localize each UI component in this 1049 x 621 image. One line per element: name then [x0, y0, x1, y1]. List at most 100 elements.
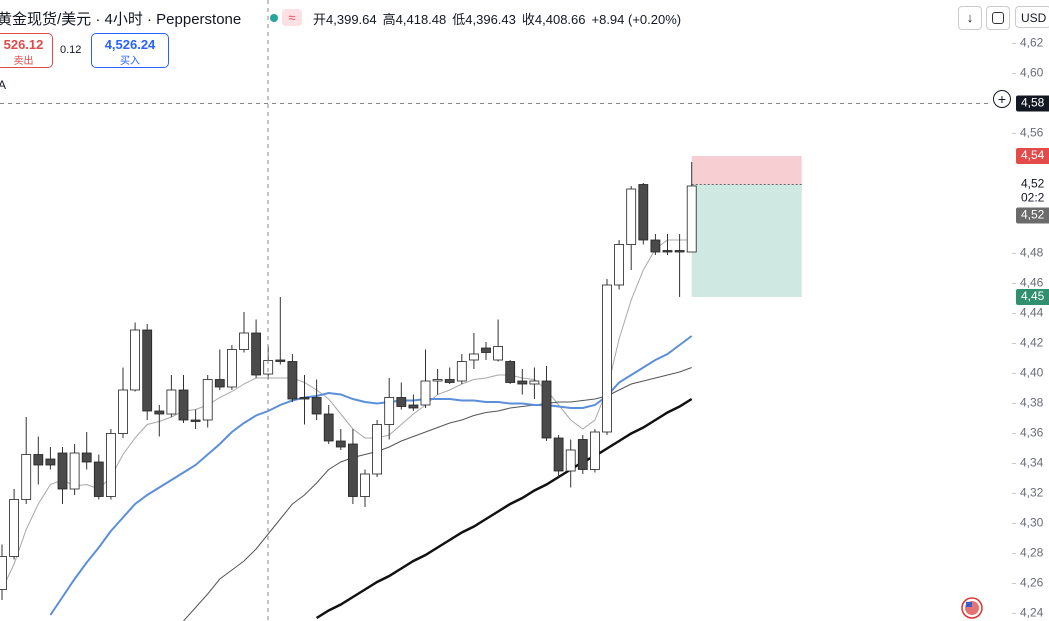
candle-body	[93, 461, 104, 497]
candle-body	[577, 439, 588, 470]
y-tick-label: 4,56	[1020, 126, 1044, 140]
y-tick-label: 4,36	[1020, 426, 1044, 440]
sell-price: 526.12	[3, 37, 44, 52]
candle-body	[226, 349, 237, 388]
buy-price: 4,526.24	[104, 37, 156, 52]
y-tick-label: 4,34	[1020, 456, 1044, 470]
candle-body	[481, 347, 491, 353]
candle-body	[614, 244, 624, 286]
price-label-bg	[1016, 95, 1049, 112]
buy-label: 买入	[120, 56, 140, 67]
candle-body	[323, 413, 334, 442]
candle-body	[505, 361, 516, 383]
candle-body	[432, 379, 443, 382]
candle-body	[275, 359, 286, 362]
candle-body	[396, 397, 407, 407]
moving-average	[183, 367, 692, 621]
candle-body	[493, 346, 504, 361]
candle-body	[202, 379, 213, 421]
price-label: 4,54	[1021, 148, 1045, 162]
candle-body	[468, 353, 479, 361]
candle-body	[444, 379, 455, 383]
candle-body	[347, 443, 358, 497]
candle-body	[142, 329, 153, 412]
candle-body	[118, 389, 128, 434]
candle-body	[154, 410, 165, 415]
ohlc-value: 4,408.66	[534, 12, 586, 27]
candle-body	[166, 389, 177, 415]
crosshair-add-button[interactable]: +	[993, 90, 1011, 108]
candle-body	[311, 397, 322, 415]
candle-body	[553, 437, 564, 472]
candle-body	[69, 452, 80, 490]
candle-body	[384, 397, 395, 425]
ohlc-key: 低	[452, 12, 466, 27]
ohlc-key: 开	[313, 12, 327, 27]
moving-average	[49, 335, 693, 616]
candle-body	[650, 239, 661, 253]
candle-body	[57, 452, 68, 490]
candle-body	[674, 250, 685, 253]
candle-body	[420, 380, 431, 406]
status-badges[interactable]: ≈	[268, 9, 304, 26]
candle-body	[251, 332, 262, 376]
sell-label: 卖出	[13, 56, 34, 67]
candle-body	[626, 188, 637, 245]
price-label-bg	[1016, 176, 1049, 207]
y-tick-label: 4,42	[1020, 336, 1044, 350]
candle-body	[299, 397, 310, 400]
countdown: 02:2	[1021, 191, 1045, 205]
y-tick-label: 4,46	[1020, 276, 1044, 290]
ohlc-value: 4,399.64	[326, 12, 377, 27]
candle-body	[590, 431, 600, 470]
buy-button[interactable]: 4,526.24 买入	[91, 33, 169, 68]
plot-area	[0, 156, 802, 621]
y-tick-label: 4,30	[1020, 516, 1044, 530]
candle-body	[541, 380, 552, 439]
ohlc-value: 4,418.48	[395, 12, 447, 27]
ohlc-value: 4,396.43	[465, 12, 516, 27]
candle-body	[335, 440, 346, 448]
price-axis: 4,62 4,60 4,56 4,48 4,46 4,44 4,42 4,40 4,38 4,36…	[1012, 36, 1044, 620]
candle-body	[190, 419, 201, 422]
ohlc-bar: 开4,399.64 高4,418.48 低4,396.43 收4,408.66 +8.9…	[313, 9, 681, 28]
ohlc-key: 高	[382, 12, 396, 27]
y-tick-label: 4,38	[1020, 396, 1044, 410]
price-label-bg	[1016, 289, 1049, 305]
price-label: 4,45	[1021, 289, 1045, 303]
price-label: 4,52	[1021, 208, 1045, 222]
y-tick-label: 4,28	[1020, 546, 1044, 560]
sell-button[interactable]: 526.12 卖出	[0, 33, 53, 68]
fullscreen-button[interactable]	[986, 6, 1010, 30]
symbol-title: 黄金现货/美元 · 4小时 · Pepperstone	[0, 11, 242, 28]
candle-body	[45, 458, 56, 466]
price-label-bg	[1016, 148, 1049, 164]
candle-body	[81, 452, 92, 463]
candle-body	[214, 379, 225, 388]
spread: 0.12	[60, 44, 82, 56]
candle-body	[287, 361, 298, 400]
candle-body	[408, 404, 419, 409]
candle-body	[130, 329, 141, 391]
candle-body	[178, 389, 189, 421]
candle-body	[456, 361, 467, 382]
stop-zone	[691, 156, 802, 185]
candle-body	[662, 250, 673, 253]
currency-button[interactable]: USD	[1015, 6, 1049, 28]
y-tick-label: 4,24	[1020, 606, 1044, 620]
y-tick-label: 4,26	[1020, 576, 1044, 590]
moving-average	[315, 397, 693, 620]
y-tick-label: 4,40	[1020, 366, 1044, 380]
y-tick-label: 4,32	[1020, 486, 1044, 500]
target-zone	[691, 184, 802, 297]
price-label: 4,52	[1021, 177, 1045, 191]
candle-body	[0, 556, 7, 590]
candle-body	[517, 380, 528, 385]
y-tick-label: 4,62	[1020, 36, 1044, 50]
download-button[interactable]: ↓	[958, 6, 982, 30]
change: +8.94 (+0.20%)	[591, 12, 682, 27]
candle-body	[372, 424, 383, 475]
y-tick-label: 4,48	[1020, 246, 1044, 260]
